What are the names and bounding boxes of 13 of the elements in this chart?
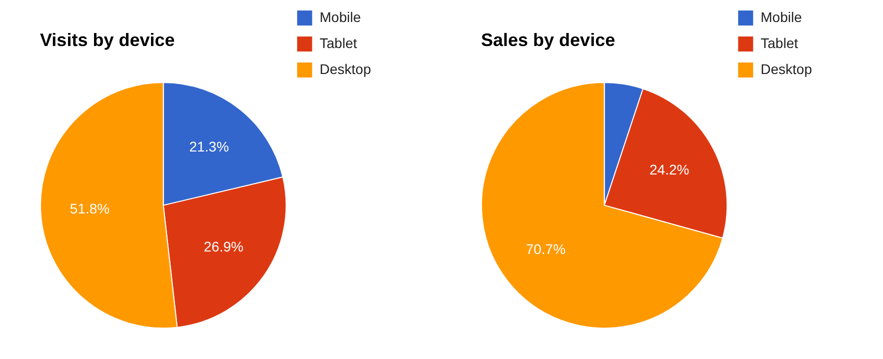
legend-label: Tablet xyxy=(320,34,358,51)
data-label: 70.7% xyxy=(526,240,566,257)
legend-label: Mobile xyxy=(760,8,802,25)
data-label: 24.2% xyxy=(649,161,690,178)
legend-label: Mobile xyxy=(320,8,362,25)
data-label: 21.3% xyxy=(189,138,229,154)
text: Sales by device xyxy=(481,30,616,50)
legend-label: Tablet xyxy=(760,34,798,51)
text: Visits by device xyxy=(40,30,175,50)
data-label: 51.8% xyxy=(70,200,110,216)
legend-label: Desktop xyxy=(760,60,812,77)
data-label: 26.9% xyxy=(204,238,244,255)
legend-label: Desktop xyxy=(320,60,372,77)
